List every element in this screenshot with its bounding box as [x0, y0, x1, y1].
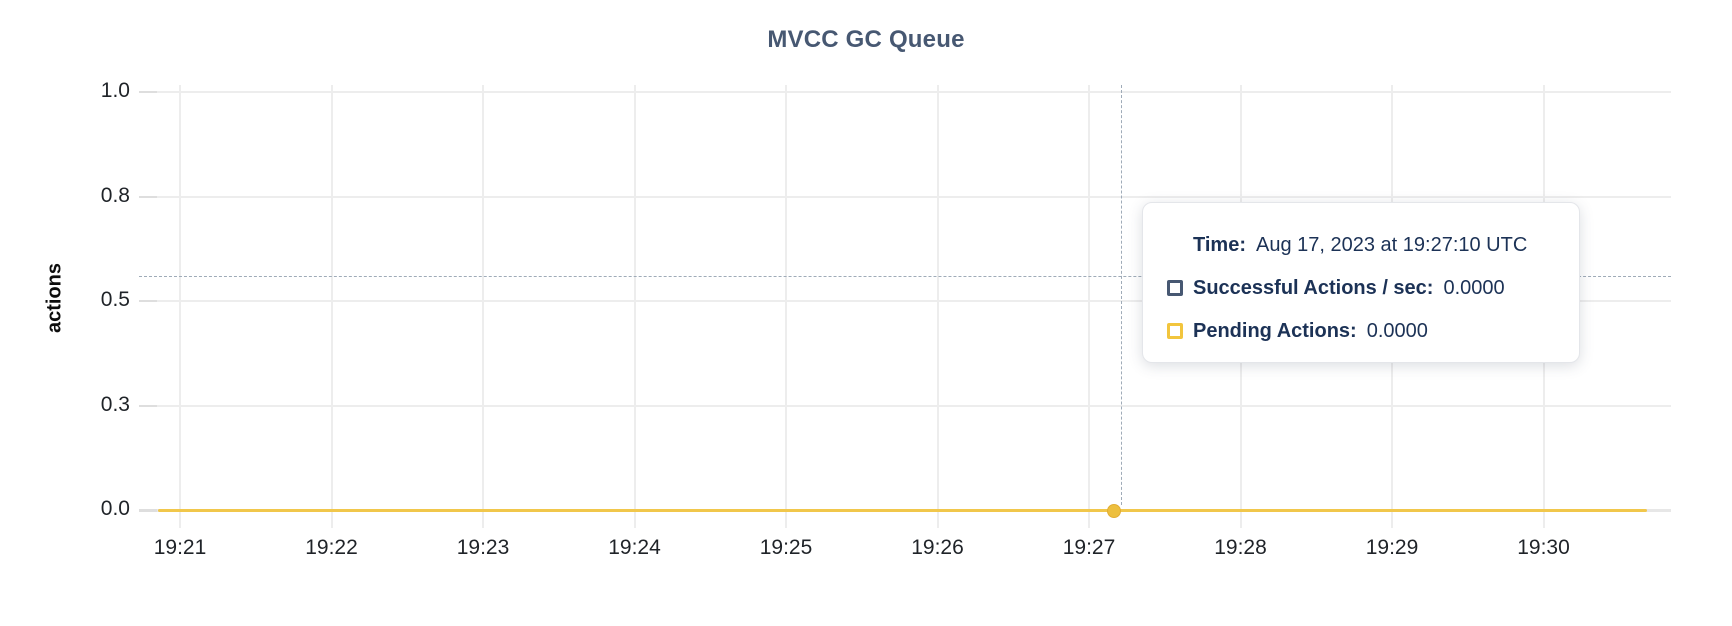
x-tick-label: 19:29	[1365, 536, 1419, 559]
tooltip-series-label: Successful Actions / sec:	[1193, 276, 1434, 299]
y-tick-label: 1.0	[100, 79, 130, 102]
x-tick-label: 19:22	[305, 536, 358, 559]
x-tick-label: 19:23	[456, 536, 510, 559]
crosshair-vertical-line	[1121, 85, 1122, 505]
vertical-gridline	[179, 85, 181, 528]
vertical-gridline	[633, 85, 636, 528]
x-tick-label: 19:26	[911, 536, 964, 559]
horizontal-gridline	[139, 195, 1671, 198]
x-tick-label: 19:24	[608, 536, 661, 559]
y-tick-label: 0.5	[100, 288, 130, 311]
y-tick-label: 0.8	[100, 183, 130, 207]
x-tick-label: 19:28	[1214, 536, 1267, 559]
x-tick-label: 19:25	[759, 536, 813, 559]
y-tick-mark	[139, 300, 157, 302]
pending-actions-series-line	[158, 509, 1647, 512]
vertical-gridline	[936, 85, 939, 528]
tooltip-time-value: Aug 17, 2023 at 19:27:10 UTC	[1255, 233, 1528, 256]
hover-tooltip: Time: Aug 17, 2023 at 19:27:10 UTC Succe…	[1142, 202, 1580, 363]
tooltip-series-row: Successful Actions / sec: 0.0000	[1167, 275, 1561, 301]
horizontal-gridline	[139, 404, 1671, 407]
series-swatch-icon	[1167, 280, 1183, 296]
x-tick-label: 19:30	[1517, 536, 1570, 559]
series-swatch-icon	[1167, 323, 1183, 339]
tooltip-series-value: 0.0000	[1366, 319, 1428, 342]
crosshair-horizontal-line	[139, 276, 1671, 277]
y-tick-mark	[139, 195, 157, 198]
y-tick-mark	[139, 509, 157, 512]
horizontal-gridline	[139, 91, 1671, 93]
chart-title: MVCC GC Queue	[767, 26, 965, 53]
y-tick-mark	[139, 404, 157, 407]
tooltip-time-row: Time: Aug 17, 2023 at 19:27:10 UTC	[1193, 232, 1561, 258]
vertical-gridline	[330, 85, 333, 528]
x-tick-label: 19:21	[153, 536, 207, 559]
y-tick-mark	[139, 91, 157, 93]
tooltip-series-value: 0.0000	[1443, 276, 1505, 299]
x-tick-label: 19:27	[1062, 536, 1116, 559]
tooltip-time-label: Time:	[1193, 233, 1246, 256]
y-tick-label: 0.3	[100, 392, 130, 416]
y-tick-label: 0.0	[100, 497, 130, 520]
vertical-gridline	[785, 85, 787, 528]
tooltip-series-label: Pending Actions:	[1193, 319, 1357, 342]
hovered-point-dot	[1107, 504, 1121, 518]
tooltip-series-row: Pending Actions: 0.0000	[1167, 318, 1561, 344]
horizontal-gridline	[139, 300, 1671, 302]
vertical-gridline	[1088, 85, 1090, 528]
vertical-gridline	[482, 85, 484, 528]
